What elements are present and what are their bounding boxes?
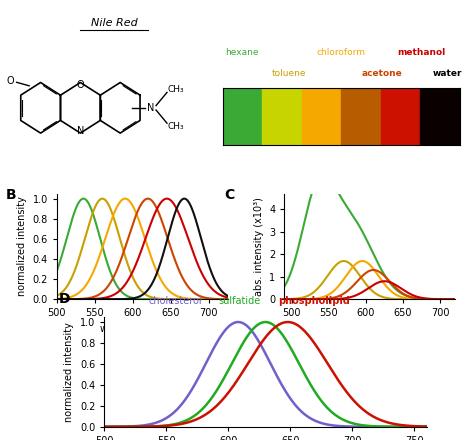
Text: chloroform: chloroform	[317, 48, 366, 56]
Text: methanol: methanol	[398, 48, 446, 56]
Text: water: water	[433, 69, 463, 78]
Text: O: O	[6, 76, 14, 86]
Y-axis label: normalized intensity: normalized intensity	[17, 197, 27, 296]
Text: hexane: hexane	[225, 48, 258, 56]
Text: phospholipid: phospholipid	[278, 296, 350, 306]
Y-axis label: normalized intensity: normalized intensity	[64, 322, 74, 422]
Text: N: N	[77, 126, 84, 136]
Text: toluene: toluene	[272, 69, 306, 78]
Text: cholesterol: cholesterol	[148, 296, 202, 306]
X-axis label: wavelength (nm): wavelength (nm)	[328, 324, 411, 334]
Bar	[223, 88, 262, 145]
Text: sulfatide: sulfatide	[219, 296, 261, 306]
Bar	[302, 88, 341, 145]
Y-axis label: abs. intensity (x10³): abs. intensity (x10³)	[254, 197, 264, 296]
Text: acetone: acetone	[361, 69, 402, 78]
Text: CH₃: CH₃	[168, 84, 184, 94]
Text: N: N	[147, 103, 155, 113]
Text: C: C	[225, 188, 235, 202]
Bar	[262, 88, 302, 145]
Text: Nile Red: Nile Red	[91, 18, 137, 28]
Text: D: D	[59, 292, 71, 306]
X-axis label: wavelength (nm): wavelength (nm)	[100, 324, 184, 334]
Text: O: O	[77, 80, 84, 89]
Bar	[381, 88, 420, 145]
Text: B: B	[6, 188, 16, 202]
Bar	[420, 88, 460, 145]
Bar	[341, 88, 381, 145]
Text: CH₃: CH₃	[168, 122, 184, 131]
